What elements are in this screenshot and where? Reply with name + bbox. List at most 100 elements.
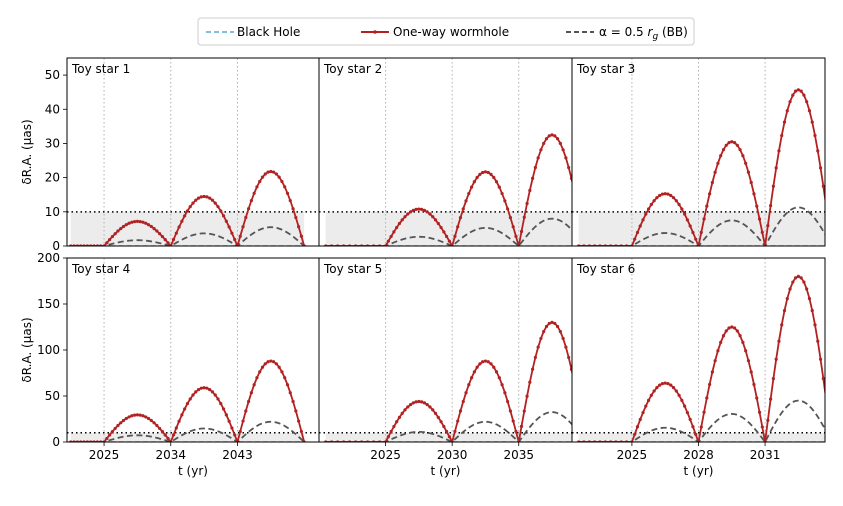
wormhole-point (713, 359, 717, 363)
wormhole-point (121, 224, 126, 229)
wormhole-point (208, 387, 212, 392)
wormhole-point (710, 370, 714, 374)
wormhole-point (694, 237, 698, 241)
wormhole-point (155, 229, 159, 233)
wormhole-point (702, 217, 706, 221)
wormhole-point (799, 276, 803, 280)
legend-bb-label-prefix: α = 0.5 (599, 25, 648, 39)
panel-title: Toy star 5 (323, 262, 382, 276)
wormhole-point (663, 381, 667, 385)
wormhole-point (436, 221, 440, 226)
wormhole-point (146, 416, 151, 421)
panel-6: 2025 2028 2031 t (yr) Toy star 6 (571, 257, 833, 478)
wormhole-point (208, 196, 212, 200)
wormhole-point (724, 329, 728, 333)
wormhole-point (456, 225, 460, 229)
wormhole-point (456, 419, 460, 423)
wormhole-point (152, 421, 156, 425)
wormhole-point (185, 402, 190, 406)
wormhole-point (403, 408, 407, 412)
wormhole-point (635, 425, 640, 429)
wormhole-point (708, 382, 712, 387)
wormhole-point (777, 339, 781, 343)
x-tick-label: 2030 (437, 448, 468, 462)
wormhole-point (146, 223, 151, 227)
wormhole-point (183, 407, 187, 411)
wormhole-point (464, 391, 468, 395)
wormhole-point (635, 230, 640, 235)
wormhole-point (124, 416, 128, 421)
panel-frame (66, 257, 320, 443)
wormhole-point (252, 383, 256, 387)
wormhole-point (216, 397, 220, 401)
wormhole-point (119, 227, 123, 231)
wormhole-point (694, 432, 698, 436)
wormhole-point (288, 391, 292, 395)
wormhole-point (655, 196, 659, 200)
x-axis-label: t (yr) (431, 464, 461, 478)
wormhole-point (508, 409, 513, 413)
wormhole-point (246, 399, 251, 404)
wormhole-point (221, 407, 226, 411)
wormhole-point (699, 425, 703, 429)
wormhole-point (205, 386, 209, 390)
wormhole-point (528, 380, 532, 384)
wormhole-point (702, 410, 706, 414)
wormhole-point (144, 221, 148, 225)
wormhole-point (202, 386, 206, 390)
wormhole-point (411, 401, 415, 405)
wormhole-point (553, 134, 557, 138)
wormhole-point (830, 440, 833, 443)
wormhole-point (255, 376, 259, 380)
wormhole-point (422, 401, 427, 405)
wormhole-point (205, 195, 209, 199)
wormhole-point (406, 212, 410, 216)
wormhole-point (469, 376, 474, 380)
wormhole-point (528, 188, 532, 193)
wormhole-point (481, 170, 485, 175)
wormhole-point (564, 156, 568, 160)
wormhole-point (478, 172, 482, 176)
wormhole-point (453, 234, 457, 238)
panel-3: Toy star 3 (571, 57, 826, 247)
x-axis-label: t (yr) (178, 464, 208, 478)
wormhole-point (194, 198, 198, 202)
wormhole-point (799, 89, 803, 93)
wormhole-point (550, 133, 554, 137)
wormhole-point (649, 393, 653, 397)
panel-1: Toy star 1 (66, 57, 320, 247)
legend-frame (197, 17, 695, 46)
wormhole-point (500, 383, 504, 387)
wormhole-point (408, 210, 413, 214)
wormhole-point (119, 421, 123, 425)
wormhole-point (472, 180, 476, 184)
wormhole-point (392, 230, 396, 234)
wormhole-point (152, 227, 156, 231)
wormhole-point (141, 414, 145, 418)
wormhole-point (555, 137, 560, 141)
panel-frame (318, 257, 573, 443)
wormhole-point (744, 161, 748, 165)
panel-title: Toy star 2 (323, 62, 382, 76)
x-axis-label: t (yr) (684, 464, 714, 478)
wormhole-point (721, 148, 726, 152)
wormhole-point (816, 149, 820, 153)
wormhole-point (255, 185, 259, 189)
wormhole-point (699, 230, 703, 234)
wormhole-point (280, 179, 284, 184)
wormhole-point (199, 386, 203, 390)
wormhole-point (724, 143, 728, 147)
wormhole-point (244, 409, 248, 413)
wormhole-point (805, 100, 809, 104)
wormhole-point (277, 365, 281, 369)
wormhole-point (735, 329, 739, 333)
legend-bb-label: α = 0.5 rg (BB) (599, 25, 688, 42)
wormhole-point (719, 154, 723, 158)
wormhole-point (135, 219, 140, 223)
wormhole-point (730, 140, 734, 144)
legend-wormhole-marker (373, 30, 377, 34)
wormhole-point (177, 225, 181, 229)
x-tick-label: 2031 (750, 448, 781, 462)
panel-plot-area (572, 58, 825, 246)
wormhole-point (191, 393, 195, 397)
